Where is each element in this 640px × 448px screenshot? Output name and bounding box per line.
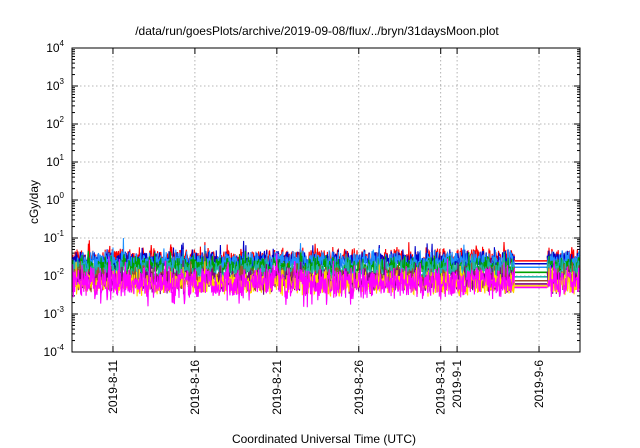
plot-frame [71,47,581,353]
y-tick-label: 10-4 [44,343,65,359]
y-tick-label: 104 [46,39,64,55]
x-tick-label: 2019-8-26 [352,360,366,415]
y-tick-label: 10-2 [44,267,65,283]
y-axis-label: cGy/day [27,180,41,224]
y-tick-label: 10-1 [44,229,65,245]
series-line [71,253,516,308]
x-tick-label: 2019-8-31 [434,360,448,415]
x-tick-label: 2019-9-1 [450,360,464,408]
x-tick-label: 2019-8-11 [106,360,120,414]
x-tick-label: 2019-9-6 [532,360,546,408]
series-line [546,260,581,298]
x-tick-label: 2019-8-16 [188,360,202,415]
plot-area: 104 103 102 101 100 10-1 10-2 10-3 10-4 2019-8-11… [44,39,581,415]
y-tick-label: 103 [46,77,64,93]
chart-title: /data/run/goesPlots/archive/2019-09-08/f… [135,24,499,38]
y-tick-label: 10-3 [44,305,65,321]
y-tick-label: 100 [46,191,64,207]
y-tick-label: 102 [46,115,64,131]
x-tick-label: 2019-8-21 [270,360,284,415]
x-axis-label: Coordinated Universal Time (UTC) [232,432,416,446]
y-tick-label: 101 [46,153,64,169]
